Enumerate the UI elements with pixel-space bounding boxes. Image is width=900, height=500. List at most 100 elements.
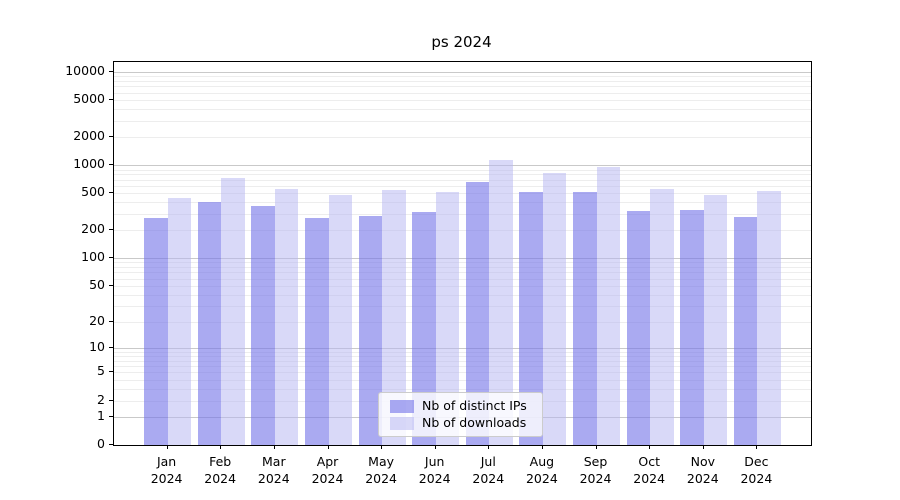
y-tick-mark bbox=[109, 192, 113, 194]
y-tick-mark bbox=[109, 444, 113, 445]
gridline-minor bbox=[114, 230, 811, 232]
gridline-minor bbox=[114, 285, 811, 287]
x-tick-label: Mar 2024 bbox=[257, 454, 290, 486]
y-tick-mark bbox=[109, 99, 113, 101]
gridline-minor bbox=[114, 213, 811, 215]
gridline-minor bbox=[114, 185, 811, 187]
x-tick-mark bbox=[220, 445, 222, 449]
x-tick-label: May 2024 bbox=[365, 454, 397, 486]
x-tick-mark bbox=[434, 445, 436, 449]
bar-downloads-feb bbox=[221, 177, 245, 445]
bar-distinct-ips-apr bbox=[305, 218, 329, 445]
gridline-minor bbox=[114, 92, 811, 94]
gridline-minor bbox=[114, 360, 811, 362]
gridline-minor bbox=[114, 86, 811, 88]
y-tick-mark bbox=[109, 320, 113, 322]
gridline-minor bbox=[114, 81, 811, 82]
x-tick-label: Jan 2024 bbox=[150, 454, 183, 486]
x-tick-label: Oct 2024 bbox=[633, 454, 666, 486]
bar-distinct-ips-jul bbox=[465, 182, 490, 445]
bar-distinct-ips-jun bbox=[412, 211, 436, 445]
bar-downloads-apr bbox=[328, 195, 352, 445]
x-tick-mark bbox=[756, 445, 758, 449]
x-tick-label: Nov 2024 bbox=[686, 454, 719, 486]
legend-item-downloads: Nb of downloads bbox=[390, 415, 542, 431]
bar-distinct-ips-aug bbox=[519, 192, 543, 445]
legend-item-distinct-ips: Nb of distinct IPs bbox=[390, 398, 542, 414]
y-tick-mark bbox=[109, 371, 113, 373]
gridline-minor bbox=[114, 267, 811, 268]
chart-title: ps 2024 bbox=[431, 33, 492, 51]
bar-downloads-jan bbox=[167, 197, 192, 445]
gridline-minor bbox=[114, 372, 811, 374]
x-tick-mark bbox=[166, 445, 168, 449]
y-tick-mark bbox=[109, 399, 113, 401]
x-tick-mark bbox=[381, 445, 383, 449]
x-tick-label: Sep 2024 bbox=[579, 454, 612, 486]
x-tick-mark bbox=[327, 445, 329, 449]
bar-downloads-oct bbox=[650, 189, 674, 445]
bar-distinct-ips-dec bbox=[733, 217, 758, 445]
bar-distinct-ips-mar bbox=[251, 206, 275, 445]
y-tick-label: 20 bbox=[89, 312, 105, 328]
gridline-minor bbox=[114, 100, 811, 102]
gridline-minor bbox=[114, 272, 811, 274]
bar-distinct-ips-sep bbox=[573, 191, 597, 445]
gridline-minor bbox=[114, 120, 811, 122]
bar-downloads-dec bbox=[757, 191, 781, 445]
legend-swatch-downloads bbox=[390, 416, 414, 430]
gridline-minor bbox=[114, 202, 811, 204]
y-tick-mark bbox=[109, 257, 113, 259]
y-tick-label: 10 bbox=[89, 338, 105, 354]
gridline-minor bbox=[114, 262, 811, 264]
y-tick-mark bbox=[109, 71, 113, 72]
legend-swatch-distinct-ips bbox=[390, 399, 414, 413]
gridline-minor bbox=[114, 379, 811, 381]
bar-downloads-aug bbox=[542, 173, 567, 445]
gridline-minor bbox=[114, 321, 811, 323]
bar-distinct-ips-nov bbox=[680, 210, 704, 445]
gridline-minor bbox=[114, 174, 811, 176]
bar-distinct-ips-feb bbox=[197, 202, 222, 445]
y-tick-label: 2 bbox=[97, 391, 105, 407]
gridline-minor bbox=[114, 366, 811, 368]
x-tick-mark bbox=[595, 445, 597, 449]
gridline-minor bbox=[114, 76, 811, 78]
y-tick-label: 5000 bbox=[73, 91, 105, 107]
y-tick-mark bbox=[109, 164, 113, 166]
y-tick-label: 0 bbox=[97, 436, 105, 451]
gridline-minor bbox=[114, 179, 811, 181]
legend-label-downloads: Nb of downloads bbox=[422, 415, 527, 430]
y-tick-label: 50 bbox=[89, 276, 105, 292]
gridline-major bbox=[114, 165, 811, 167]
y-tick-label: 1000 bbox=[73, 156, 105, 172]
x-tick-mark bbox=[649, 445, 651, 449]
gridline-minor bbox=[114, 351, 811, 353]
x-tick-label: Dec 2024 bbox=[740, 454, 773, 486]
legend: Nb of distinct IPs Nb of downloads bbox=[378, 392, 543, 437]
bar-distinct-ips-jan bbox=[144, 218, 168, 445]
gridline-minor bbox=[114, 193, 811, 195]
gridline-minor bbox=[114, 294, 811, 296]
gridline-minor bbox=[114, 137, 811, 139]
x-tick-mark bbox=[702, 445, 704, 449]
y-tick-label: 2000 bbox=[73, 128, 105, 144]
x-tick-label: Aug 2024 bbox=[525, 454, 558, 486]
x-tick-label: Jul 2024 bbox=[472, 454, 505, 486]
y-tick-mark bbox=[109, 136, 113, 138]
y-tick-label: 500 bbox=[81, 184, 105, 200]
x-tick-mark bbox=[541, 445, 543, 449]
bar-downloads-mar bbox=[274, 188, 299, 445]
y-tick-label: 10000 bbox=[65, 63, 105, 78]
gridline-major bbox=[114, 347, 811, 349]
x-tick-label: Feb 2024 bbox=[204, 454, 237, 486]
bar-downloads-jul bbox=[489, 159, 513, 445]
gridline-minor bbox=[114, 388, 811, 390]
bar-downloads-may bbox=[382, 189, 406, 445]
y-tick-label: 200 bbox=[81, 221, 105, 237]
x-tick-mark bbox=[488, 445, 490, 449]
x-tick-mark bbox=[273, 445, 275, 449]
gridline-major bbox=[114, 72, 811, 73]
gridline-minor bbox=[114, 305, 811, 307]
